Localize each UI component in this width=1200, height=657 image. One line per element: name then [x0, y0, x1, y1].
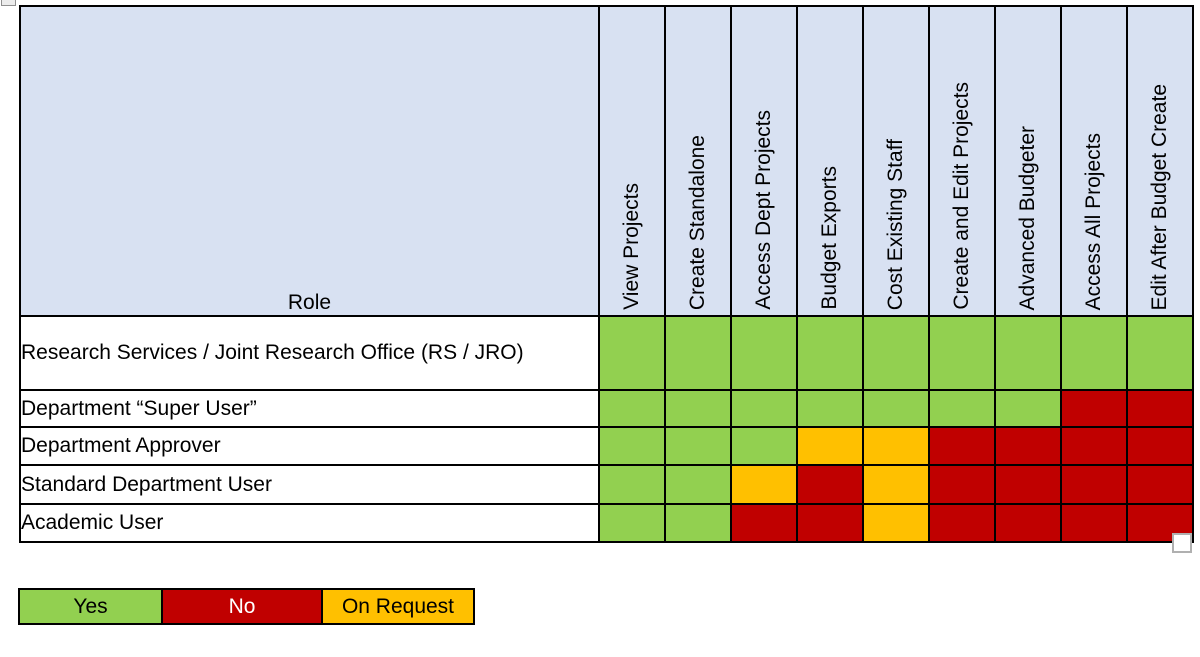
permission-cell-yes: [994, 315, 1062, 391]
legend-item-yes: Yes: [18, 588, 163, 625]
permission-cell-yes: [598, 426, 666, 466]
permission-cell-no: [730, 503, 798, 543]
table-row-standard-department-user: Standard Department User: [19, 464, 1194, 505]
column-header-edit-after-budget-create: Edit After Budget Create: [1126, 5, 1194, 317]
permission-cell-no: [1126, 426, 1194, 466]
permission-cell-on-request: [862, 503, 930, 543]
permission-cell-no: [1060, 389, 1128, 428]
column-header-view-projects: View Projects: [598, 5, 666, 317]
column-header-cost-existing-staff: Cost Existing Staff: [862, 5, 930, 317]
permission-cell-no: [1060, 464, 1128, 505]
row-label: Standard Department User: [19, 464, 600, 505]
column-header-label: Budget Exports: [818, 166, 842, 310]
empty-selection-box-icon[interactable]: [1172, 533, 1192, 553]
permission-cell-yes: [928, 315, 996, 391]
permission-cell-no: [1126, 503, 1194, 543]
column-header-budget-exports: Budget Exports: [796, 5, 864, 317]
permission-cell-on-request: [862, 426, 930, 466]
permission-cell-yes: [862, 315, 930, 391]
permission-cell-yes: [664, 426, 732, 466]
permission-cell-no: [1060, 426, 1128, 466]
permission-cell-no: [994, 464, 1062, 505]
permissions-matrix-table: Role View Projects Create Standalone Acces…: [19, 5, 1194, 543]
permission-cell-yes: [730, 315, 798, 391]
permission-cell-yes: [862, 389, 930, 428]
column-header-access-all-projects: Access All Projects: [1060, 5, 1128, 317]
column-header-label: Access Dept Projects: [752, 110, 776, 310]
row-label: Research Services / Joint Research Offic…: [19, 315, 600, 391]
permission-cell-yes: [664, 315, 732, 391]
column-header-access-dept-projects: Access Dept Projects: [730, 5, 798, 317]
column-header-create-standalone: Create Standalone: [664, 5, 732, 317]
permission-cell-on-request: [862, 464, 930, 505]
table-row-department-approver: Department Approver: [19, 426, 1194, 466]
permission-cell-on-request: [730, 464, 798, 505]
permission-cell-yes: [598, 315, 666, 391]
permission-cell-no: [796, 503, 864, 543]
permission-cell-no: [796, 464, 864, 505]
legend-item-no: No: [161, 588, 323, 625]
column-header-label: Edit After Budget Create: [1148, 83, 1172, 310]
permission-cell-no: [928, 503, 996, 543]
table-row-department-super-user: Department “Super User”: [19, 389, 1194, 428]
permission-cell-no: [928, 426, 996, 466]
column-header-label: Cost Existing Staff: [884, 138, 908, 310]
column-header-label: Advanced Budgeter: [1016, 125, 1040, 310]
permission-cell-yes: [928, 389, 996, 428]
permission-cell-yes: [598, 464, 666, 505]
table-move-handle-box: [1, 0, 16, 6]
permission-cell-on-request: [796, 426, 864, 466]
legend-table: Yes No On Request: [18, 588, 475, 625]
permission-cell-no: [994, 426, 1062, 466]
column-header-label: Create and Edit Projects: [950, 82, 974, 310]
permission-cell-no: [928, 464, 996, 505]
row-label: Academic User: [19, 503, 600, 543]
column-header-label: Access All Projects: [1082, 132, 1106, 310]
table-move-handle-icon[interactable]: [1, 0, 19, 6]
column-header-label: Create Standalone: [686, 134, 710, 310]
column-header-create-and-edit-projects: Create and Edit Projects: [928, 5, 996, 317]
column-header-label: View Projects: [620, 183, 644, 310]
permission-cell-no: [1060, 503, 1128, 543]
permission-cell-yes: [664, 464, 732, 505]
permission-cell-no: [1126, 464, 1194, 505]
permission-cell-yes: [796, 315, 864, 391]
role-column-header-label: Role: [287, 291, 332, 314]
permission-cell-yes: [1126, 315, 1194, 391]
legend-item-on-request: On Request: [321, 588, 475, 625]
permission-cell-yes: [598, 503, 666, 543]
permission-cell-no: [994, 503, 1062, 543]
permission-cell-yes: [598, 389, 666, 428]
matrix-header-row: Role View Projects Create Standalone Acces…: [19, 5, 1194, 317]
permission-cell-no: [1126, 389, 1194, 428]
permission-cell-yes: [994, 389, 1062, 428]
row-label: Department Approver: [19, 426, 600, 466]
role-column-header: Role: [19, 5, 600, 317]
permission-cell-yes: [730, 426, 798, 466]
column-header-advanced-budgeter: Advanced Budgeter: [994, 5, 1062, 317]
permission-cell-yes: [664, 389, 732, 428]
row-label: Department “Super User”: [19, 389, 600, 428]
table-row-academic-user: Academic User: [19, 503, 1194, 543]
permission-cell-yes: [664, 503, 732, 543]
legend-row: Yes No On Request: [18, 588, 475, 625]
permission-cell-yes: [730, 389, 798, 428]
permission-cell-yes: [796, 389, 864, 428]
table-row-research-services-joint-research-office-: Research Services / Joint Research Offic…: [19, 315, 1194, 391]
permission-cell-yes: [1060, 315, 1128, 391]
